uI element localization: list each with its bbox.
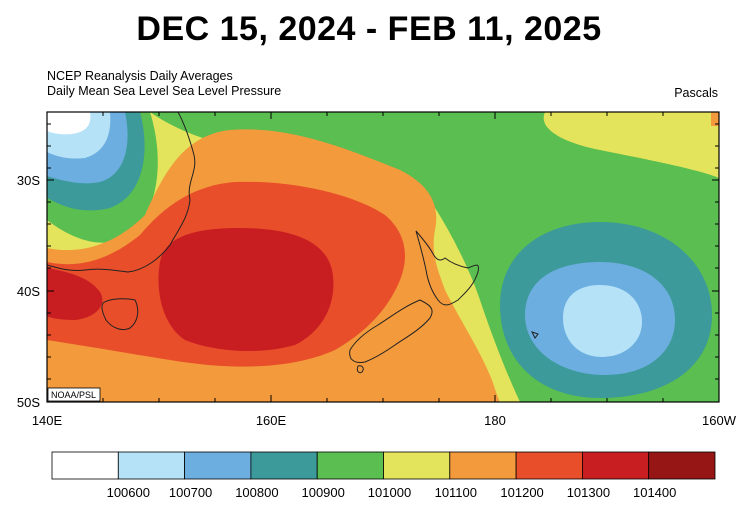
colorbar-swatch bbox=[316, 451, 384, 480]
contour-101200-east bbox=[711, 112, 719, 126]
contour-100600-west bbox=[47, 112, 91, 135]
colorbar-swatch bbox=[383, 451, 451, 480]
variable-label: Daily Mean Sea Level Sea Level Pressure bbox=[47, 84, 282, 98]
lon-label-160w: 160W bbox=[702, 413, 737, 428]
colorbar-label: 101400 bbox=[632, 485, 677, 500]
australia-coast bbox=[47, 112, 196, 273]
colorbar bbox=[51, 451, 716, 480]
lat-label-30s: 30S bbox=[17, 173, 40, 188]
lon-label-180: 180 bbox=[484, 413, 506, 428]
lat-label-40s: 40S bbox=[17, 284, 40, 299]
credit-label: NOAA/PSL bbox=[51, 390, 96, 400]
chatham-island-coast bbox=[531, 331, 539, 339]
colorbar-swatch bbox=[515, 451, 583, 480]
colorbar-label: 100600 bbox=[106, 485, 150, 500]
nz-south-island-coast bbox=[349, 299, 433, 363]
colorbar-swatch bbox=[648, 451, 716, 480]
lon-label-160e: 160E bbox=[256, 413, 287, 428]
contour-100700 bbox=[563, 285, 642, 357]
colorbar-swatch bbox=[51, 451, 119, 480]
stewart-island-coast bbox=[356, 365, 364, 374]
lat-label-50s: 50S bbox=[17, 395, 40, 410]
colorbar-label: 101300 bbox=[566, 485, 611, 500]
nz-north-island-coast bbox=[415, 230, 479, 306]
map-title: DEC 15, 2024 - FEB 11, 2025 bbox=[136, 10, 602, 48]
colorbar-label: 101100 bbox=[434, 485, 478, 500]
colorbar-label: 100800 bbox=[235, 485, 279, 500]
dataset-label: NCEP Reanalysis Daily Averages bbox=[47, 69, 233, 83]
colorbar-swatch bbox=[582, 451, 650, 480]
tasmania-coast bbox=[101, 298, 139, 331]
lon-label-140e: 140E bbox=[32, 413, 63, 428]
colorbar-swatch bbox=[117, 451, 186, 480]
colorbar-label: 100700 bbox=[168, 485, 213, 500]
pressure-field bbox=[47, 112, 719, 402]
colorbar-label: 101200 bbox=[500, 485, 544, 500]
colorbar-label: 100900 bbox=[301, 485, 345, 500]
contour-101400 bbox=[158, 228, 334, 352]
colorbar-label: 101000 bbox=[367, 485, 412, 500]
units-label: Pascals bbox=[674, 86, 718, 100]
colorbar-swatch bbox=[250, 451, 318, 480]
credit-box bbox=[47, 387, 101, 402]
ticks bbox=[47, 112, 719, 402]
colorbar-swatch bbox=[184, 451, 252, 480]
contour-101400-west bbox=[47, 268, 103, 320]
colorbar-swatch bbox=[449, 451, 517, 480]
coastlines bbox=[47, 112, 539, 374]
